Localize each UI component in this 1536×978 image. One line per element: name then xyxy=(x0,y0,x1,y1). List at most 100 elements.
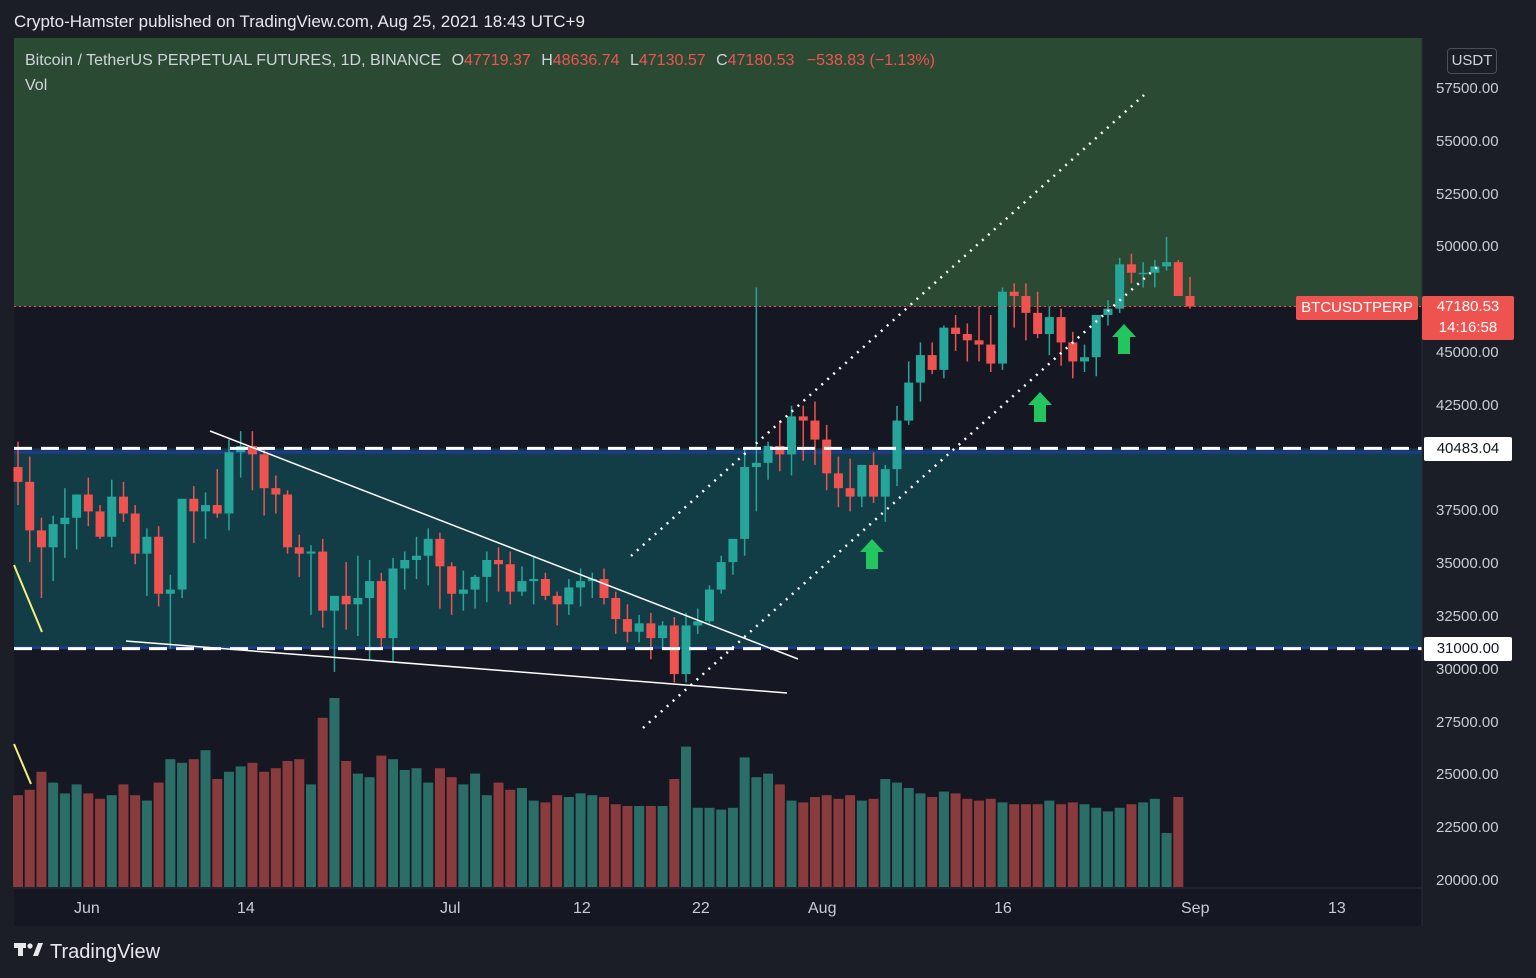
candle-body xyxy=(341,595,351,605)
volume-bar xyxy=(352,773,363,887)
trend-line-fragment[interactable] xyxy=(13,743,32,785)
volume-bar xyxy=(727,807,738,887)
candle-body xyxy=(306,551,316,554)
candle-body xyxy=(763,445,773,463)
candle-body xyxy=(611,597,621,620)
close-value: 47180.53 xyxy=(727,52,795,69)
candle-body xyxy=(458,589,468,594)
candle-body xyxy=(951,327,961,334)
volume-bar xyxy=(915,793,926,887)
bar-countdown: 14:16:58 xyxy=(1438,319,1498,336)
volume-bar xyxy=(95,798,106,887)
volume-indicator-label[interactable]: Vol xyxy=(25,77,48,94)
volume-bar xyxy=(1138,802,1149,887)
candle-body xyxy=(271,488,281,495)
candle-body xyxy=(880,469,890,497)
volume-bar xyxy=(681,746,692,887)
candle-body xyxy=(716,562,726,590)
tradingview-logo-icon xyxy=(14,940,44,964)
volume-bar xyxy=(364,777,375,887)
candle-body xyxy=(704,589,714,622)
candle-body xyxy=(388,568,398,639)
volume-bar xyxy=(1091,807,1102,887)
candle-body xyxy=(564,587,574,605)
tradingview-logo[interactable]: TradingView xyxy=(14,940,160,964)
volume-bar xyxy=(1126,804,1137,887)
volume-bar xyxy=(341,761,352,887)
candle-body xyxy=(798,416,808,421)
price-tick-label: 52500.00 xyxy=(1436,185,1499,203)
date-tick-label: Sep xyxy=(1181,900,1210,917)
price-tick-label: 25000.00 xyxy=(1436,766,1499,784)
date-tick-label: 14 xyxy=(237,900,255,917)
candle-body xyxy=(1033,312,1043,334)
volume-bar xyxy=(927,797,938,887)
wedge-upper-line[interactable] xyxy=(209,430,799,660)
candle-body xyxy=(787,416,797,455)
volume-bar xyxy=(317,717,328,887)
volume-bar xyxy=(950,793,961,887)
candle-body xyxy=(634,623,644,632)
price-tick-label: 42500.00 xyxy=(1436,396,1499,414)
candle-body xyxy=(892,420,902,470)
volume-bar xyxy=(388,759,399,887)
candle-body xyxy=(751,462,761,468)
volume-bar xyxy=(247,762,258,887)
volume-bar xyxy=(751,777,762,887)
price-tick-label: 57500.00 xyxy=(1436,80,1499,97)
volume-bar xyxy=(763,773,774,887)
price-tick-label: 30000.00 xyxy=(1436,660,1499,678)
trend-line-fragment[interactable] xyxy=(13,564,43,633)
level-high-tag: 40483.04 xyxy=(1424,437,1512,461)
volume-bar xyxy=(610,804,621,887)
volume-bar xyxy=(575,793,586,887)
green-zone xyxy=(14,38,1422,307)
up-arrow-icon xyxy=(860,539,884,569)
candle-body xyxy=(447,566,457,594)
volume-bar xyxy=(657,806,668,887)
date-tick-label: Jul xyxy=(440,900,461,917)
candle-body xyxy=(165,589,175,594)
price-tick-label: 20000.00 xyxy=(1436,872,1499,889)
volume-bar xyxy=(294,759,305,887)
volume-bar xyxy=(985,798,996,887)
price-tick-label: 50000.00 xyxy=(1436,238,1499,256)
candle-body xyxy=(72,494,82,518)
channel-lower-line[interactable] xyxy=(642,266,1158,729)
candle-body xyxy=(1021,295,1031,313)
volume-bar xyxy=(716,809,727,887)
candle-body xyxy=(1138,272,1148,275)
low-label: L xyxy=(629,52,639,69)
price-tick-label: 22500.00 xyxy=(1436,819,1499,837)
candle-body xyxy=(986,344,996,364)
volume-bar xyxy=(106,795,117,887)
volume-bar xyxy=(470,773,481,887)
candle-body xyxy=(622,619,632,632)
low-value: 47130.57 xyxy=(638,52,706,69)
candle-body xyxy=(681,625,691,675)
publisher-line: Crypto-Hamster published on TradingView.… xyxy=(14,12,585,31)
candle-body xyxy=(189,498,199,512)
date-tick-label: 13 xyxy=(1328,900,1346,917)
volume-bar xyxy=(704,807,715,887)
volume-bar xyxy=(481,795,492,887)
candle-body xyxy=(962,333,972,341)
currency-unit-button[interactable]: USDT xyxy=(1447,48,1497,74)
volume-bar xyxy=(880,779,891,887)
open-value: 47719.37 xyxy=(464,52,531,69)
candle-body xyxy=(540,578,550,596)
volume-bar xyxy=(622,806,633,887)
volume-bar xyxy=(563,797,574,887)
candle-body xyxy=(728,538,738,563)
channel-upper-line[interactable] xyxy=(630,94,1145,557)
candle-body xyxy=(36,530,46,548)
volume-bar xyxy=(423,782,434,887)
candle-body xyxy=(775,445,785,455)
volume-bar xyxy=(1032,804,1043,887)
candle-body xyxy=(915,355,925,383)
date-tick-label: Aug xyxy=(808,900,837,917)
volume-bar xyxy=(974,800,985,887)
candle-body xyxy=(1068,342,1078,362)
candle-body xyxy=(576,581,586,588)
wedge-lower-line[interactable] xyxy=(125,640,788,694)
